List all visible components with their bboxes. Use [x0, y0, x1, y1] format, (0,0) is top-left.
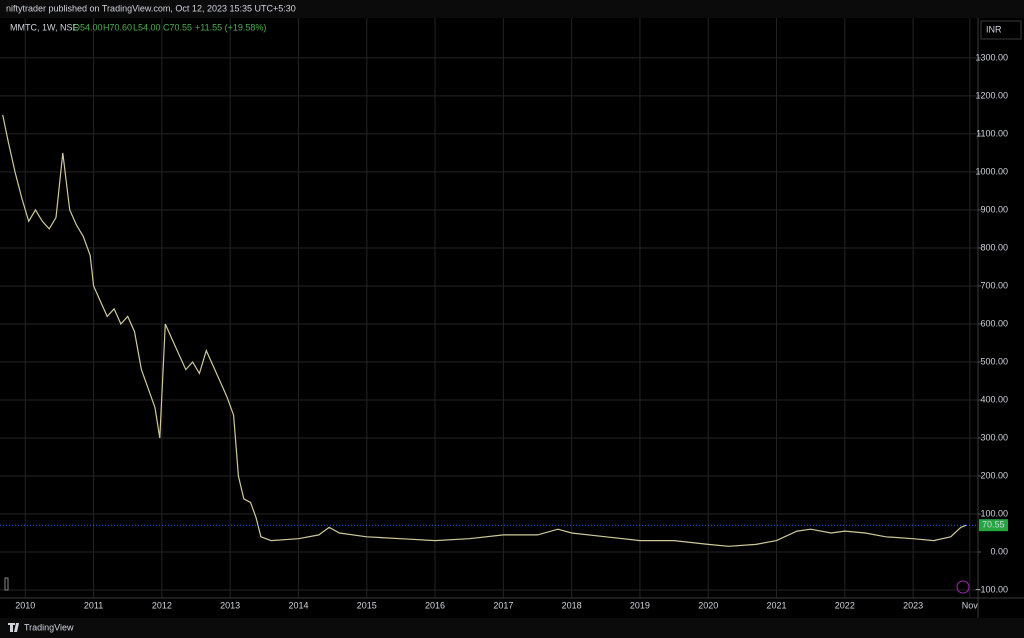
- x-tick-label: 2016: [425, 600, 445, 610]
- legend-symbol: MMTC, 1W, NSE: [10, 22, 79, 32]
- price-line: [2, 114, 967, 547]
- x-tick-label: 2014: [288, 600, 308, 610]
- y-tick-label: 1100.00: [976, 128, 1008, 138]
- legend-high: H70.60: [103, 22, 132, 32]
- logo: [8, 623, 19, 632]
- legend-open: O54.00: [73, 22, 103, 32]
- footer: TradingView: [8, 622, 74, 632]
- y-tick-label: 500.00: [980, 356, 1008, 366]
- x-tick-label: 2018: [562, 600, 582, 610]
- x-tick-label: 2011: [84, 600, 103, 610]
- y-tick-label: 200.00: [980, 470, 1008, 480]
- y-tick-label: 700.00: [980, 280, 1008, 290]
- y-tick-label: 300.00: [980, 432, 1008, 442]
- alert-icon[interactable]: [956, 580, 970, 594]
- x-tick-label: 2012: [152, 600, 172, 610]
- x-tick-label: 2022: [835, 600, 855, 610]
- x-tick-label: 2017: [493, 600, 513, 610]
- y-tick-label: 400.00: [980, 394, 1008, 404]
- x-tick-label: 2010: [15, 600, 35, 610]
- x-tick-label: 2013: [220, 600, 240, 610]
- y-tick-label: 600.00: [980, 318, 1008, 328]
- scroll-marker: [4, 577, 9, 591]
- last-price-label: 70.55: [982, 520, 1005, 530]
- legend-change: +11.55 (+19.58%): [195, 22, 266, 32]
- y-tick-label: 100.00: [980, 508, 1008, 518]
- y-tick-label: 1000.00: [975, 166, 1008, 176]
- x-tick-label: 2021: [767, 600, 787, 610]
- y-tick-label: −100.00: [975, 584, 1008, 594]
- y-tick-label: 0.00: [990, 546, 1008, 556]
- y-tick-label: 900.00: [980, 204, 1008, 214]
- x-tick-label: Nov: [962, 600, 979, 610]
- y-tick-label: 1200.00: [975, 90, 1008, 100]
- x-tick-label: 2023: [903, 600, 923, 610]
- legend-low: L54.00: [133, 22, 161, 32]
- legend: MMTC, 1W, NSE O54.00 H70.60 L54.00 C70.5…: [10, 22, 266, 32]
- currency-box[interactable]: [980, 20, 1022, 40]
- y-tick-label: 800.00: [980, 242, 1008, 252]
- x-tick-label: 2020: [698, 600, 718, 610]
- footer-text: TradingView: [24, 622, 74, 632]
- last-price-box: [979, 519, 1008, 532]
- legend-close: C70.55: [163, 22, 192, 32]
- header: niftytrader published on TradingView.com…: [6, 3, 296, 13]
- currency[interactable]: INR: [986, 24, 1002, 34]
- y-tick-label: 1300.00: [975, 52, 1008, 62]
- x-tick-label: 2015: [357, 600, 377, 610]
- chart-area: [0, 18, 1024, 618]
- x-tick-label: 2019: [630, 600, 650, 610]
